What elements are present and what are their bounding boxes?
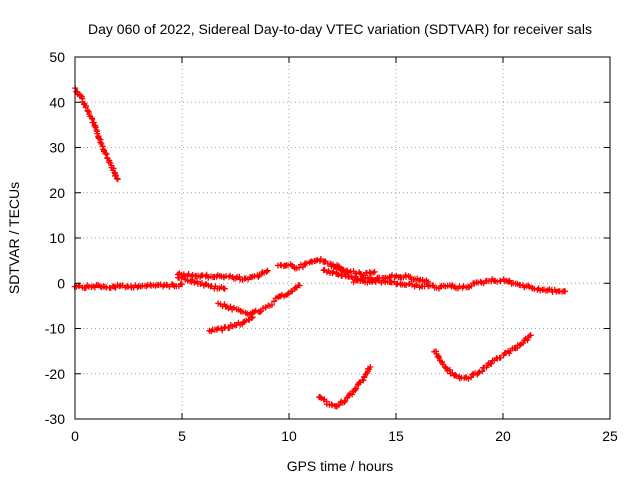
- series-marks: [72, 85, 121, 183]
- series-arc-13: [431, 332, 534, 382]
- x-tick-label: 10: [281, 428, 297, 444]
- series-marks: [174, 267, 271, 283]
- y-tick-label: -10: [45, 321, 65, 337]
- data-points: [71, 85, 569, 410]
- series-marks: [431, 332, 534, 382]
- series-arc-10: [328, 263, 378, 279]
- x-tick-label: 20: [495, 428, 511, 444]
- series-arc-04: [174, 267, 271, 283]
- series-arc-12: [316, 364, 374, 410]
- x-axis-label: GPS time / hours: [287, 458, 394, 474]
- series-marks: [215, 300, 275, 318]
- series-marks: [206, 314, 256, 335]
- series-arc-05: [206, 314, 256, 335]
- x-tick-label: 0: [71, 428, 79, 444]
- series-arc-01: [72, 85, 121, 183]
- series-marks: [316, 364, 374, 410]
- series-marks: [328, 263, 378, 279]
- y-tick-label: 10: [49, 230, 65, 246]
- x-tick-label: 5: [178, 428, 186, 444]
- y-axis-label: SDTVAR / TECUs: [6, 182, 22, 294]
- x-tick-label: 15: [388, 428, 404, 444]
- axis-ticks: 0 5 10 15 20 25 -30 -20 -10 0 10 20 30 40 50: [45, 49, 618, 444]
- series-arc-02: [71, 281, 185, 292]
- series-arc-07: [271, 282, 303, 305]
- x-tick-label: 25: [602, 428, 618, 444]
- y-tick-label: 50: [49, 49, 65, 65]
- grid-lines: [75, 57, 610, 419]
- y-tick-label: 20: [49, 185, 65, 201]
- y-tick-label: -20: [45, 366, 65, 382]
- series-arc-06: [215, 300, 275, 318]
- chart-title: Day 060 of 2022, Sidereal Day-to-day VTE…: [88, 21, 592, 37]
- y-tick-label: 0: [57, 275, 65, 291]
- y-tick-label: 30: [49, 140, 65, 156]
- y-tick-label: 40: [49, 94, 65, 110]
- series-marks: [350, 276, 569, 295]
- series-marks: [271, 282, 303, 305]
- series-arc-11: [350, 276, 569, 295]
- series-marks: [71, 281, 185, 292]
- y-tick-label: -30: [45, 411, 65, 427]
